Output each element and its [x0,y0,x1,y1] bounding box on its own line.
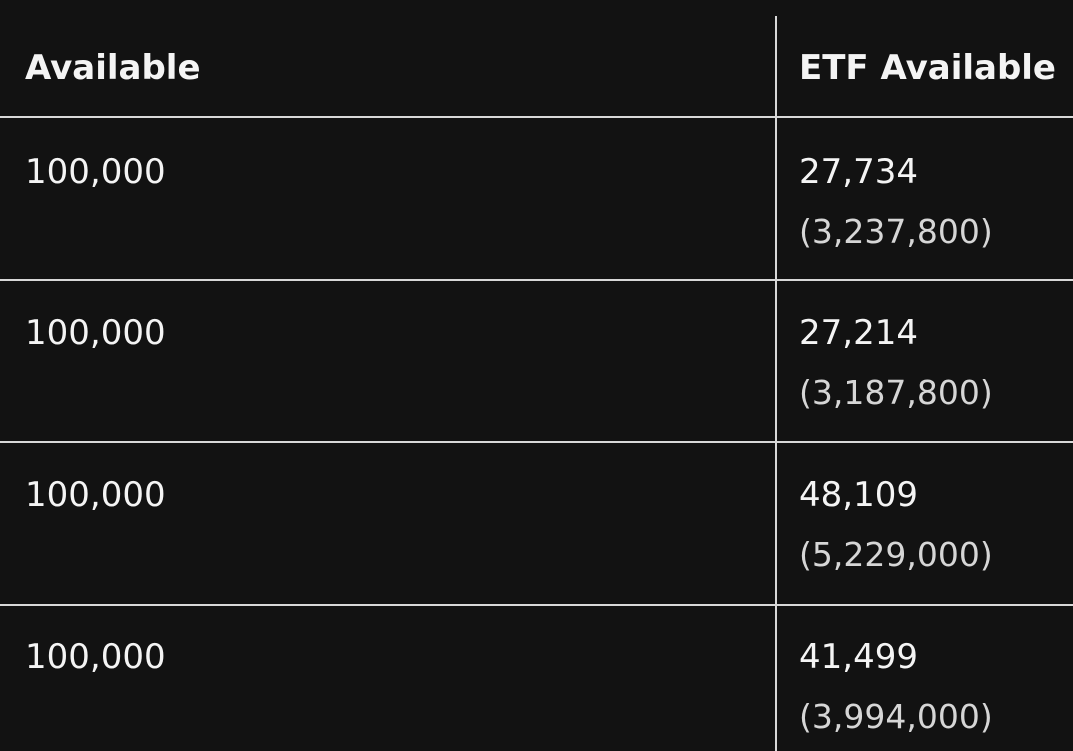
column-header-etf-available[interactable]: ETF Available [799,48,1056,88]
cell-etf-sub-value: (3,994,000) [799,697,993,736]
table-header: Available ETF Available [0,0,1073,116]
row-divider [0,441,1073,443]
cell-etf-sub-value: (5,229,000) [799,535,993,574]
cell-etf-sub-value: (3,237,800) [799,212,993,251]
cell-etf-available: 41,499 [799,637,918,677]
row-divider [0,279,1073,281]
cell-etf-sub-value: (3,187,800) [799,373,993,412]
cell-etf-available: 27,214 [799,313,918,353]
row-divider [0,116,1073,118]
cell-etf-available: 27,734 [799,152,918,192]
column-divider [775,16,777,751]
cell-available: 100,000 [25,313,166,353]
row-divider [0,604,1073,606]
cell-available: 100,000 [25,475,166,515]
cell-etf-available: 48,109 [799,475,918,515]
cell-available: 100,000 [25,152,166,192]
cell-available: 100,000 [25,637,166,677]
column-header-available[interactable]: Available [25,48,201,88]
